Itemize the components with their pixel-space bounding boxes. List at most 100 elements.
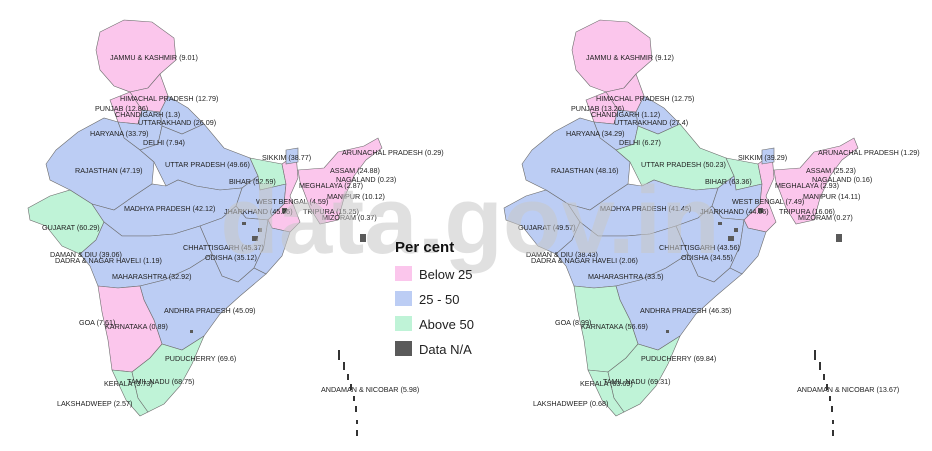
data-na-patch — [836, 234, 842, 242]
legend-label-25-50: 25 - 50 — [419, 292, 459, 307]
state-label-sk: SIKKIM (38.77) — [262, 153, 311, 162]
legend-title: Per cent — [395, 239, 454, 256]
state-label-od: ODISHA (35.12) — [205, 253, 257, 262]
andaman-island-mark — [355, 406, 357, 412]
andaman-island-mark — [819, 362, 821, 370]
state-label-wb: WEST BENGAL (4.59) — [256, 197, 328, 206]
state-label-uk: UTTARAKHAND (26.09) — [138, 118, 216, 127]
state-label-kl: KERALA (63.69) — [580, 379, 633, 388]
data-na-patch — [242, 222, 246, 225]
andaman-island-mark — [826, 384, 828, 390]
state-label-py: PUDUCHERRY (69.84) — [641, 354, 716, 363]
data-na-patch — [190, 330, 193, 333]
legend-swatch-above-50 — [395, 316, 412, 331]
state-label-mp: MADHYA PRADESH (42.12) — [124, 204, 215, 213]
state-label-ml: MEGHALAYA (2.93) — [775, 181, 839, 190]
state-label-tn: TAMIL NADU (68.75) — [127, 377, 195, 386]
data-na-patch — [252, 236, 258, 241]
state-label-dd: DAMAN & DIU (39.06) — [50, 250, 122, 259]
state-label-dn: DADRA & NAGAR HAVELI (2.06) — [531, 256, 638, 265]
andaman-island-mark — [356, 430, 358, 436]
state-label-ka: KARNATAKA (56.69) — [581, 322, 648, 331]
state-label-ga: GOA (7.61) — [79, 318, 115, 327]
state-region-ne — [773, 137, 859, 225]
state-label-gj: GUJARAT (60.29) — [42, 223, 100, 232]
state-label-jk: JAMMU & KASHMIR (9.01) — [110, 53, 198, 62]
state-label-hr: HARYANA (34.29) — [566, 129, 624, 138]
state-label-pb: PUNJAB (13.26) — [571, 104, 624, 113]
state-label-ml: MEGHALAYA (2.87) — [299, 181, 363, 190]
state-label-mn: MANIPUR (14.11) — [803, 192, 860, 201]
state-label-mz: MIZORAM (0.27) — [798, 213, 853, 222]
andaman-island-mark — [831, 406, 833, 412]
legend-label-data-na: Data N/A — [419, 342, 472, 357]
state-label-br: BIHAR (63.36) — [705, 177, 752, 186]
state-label-dl: DELHI (6.27) — [619, 138, 661, 147]
state-label-cg: CHHATTISGARH (45.37) — [183, 243, 264, 252]
andaman-island-mark — [350, 384, 352, 390]
andaman-island-mark — [832, 420, 834, 424]
state-label-ar: ARUNACHAL PRADESH (0.29) — [342, 148, 444, 157]
state-region-tn — [607, 335, 681, 413]
state-label-mh: MAHARASHTRA (32.92) — [112, 272, 191, 281]
state-region-sk — [761, 147, 775, 165]
state-label-hr: HARYANA (33.79) — [90, 129, 148, 138]
state-label-ap: ANDHRA PRADESH (45.09) — [164, 306, 255, 315]
data-na-patch — [666, 330, 669, 333]
state-label-hp: HIMACHAL PRADESH (12.75) — [596, 94, 694, 103]
legend: Per cent Below 25 25 - 50 Above 50 Data … — [395, 239, 474, 357]
legend-label-above-50: Above 50 — [419, 317, 474, 332]
state-label-nl: NAGALAND (0.16) — [812, 175, 872, 184]
state-region-ne — [297, 137, 383, 225]
andaman-island-mark — [338, 350, 340, 360]
andaman-island-mark — [343, 362, 345, 370]
state-label-up: UTTAR PRADESH (50.23) — [641, 160, 726, 169]
state-label-od: ODISHA (34.55) — [681, 253, 733, 262]
map-left: JAMMU & KASHMIR (9.01) HIMACHAL PRADESH (… — [27, 19, 444, 436]
watermark-text: data.gov.in — [220, 167, 720, 274]
state-label-jh: JHARKHAND (45.25) — [224, 207, 293, 216]
legend-swatch-data-na — [395, 341, 412, 356]
andaman-island-mark — [829, 396, 831, 401]
state-label-tn: TAMIL NADU (69.31) — [603, 377, 671, 386]
andaman-island-mark — [832, 430, 834, 436]
data-na-patch — [734, 228, 738, 232]
state-label-rj: RAJASTHAN (47.19) — [75, 166, 143, 175]
legend-swatch-25-50 — [395, 291, 412, 306]
state-region-tn — [131, 335, 205, 413]
state-label-hp: HIMACHAL PRADESH (12.79) — [120, 94, 218, 103]
state-label-tr: TRIPURA (16.06) — [779, 207, 835, 216]
state-label-mh: MAHARASHTRA (33.5) — [588, 272, 664, 281]
state-label-an: ANDAMAN & NICOBAR (13.67) — [797, 385, 899, 394]
data-na-patch — [758, 208, 763, 213]
andaman-island-mark — [347, 374, 349, 380]
state-label-dn: DADRA & NAGAR HAVELI (1.19) — [55, 256, 162, 265]
andaman-island-mark — [353, 396, 355, 401]
state-label-ar: ARUNACHAL PRADESH (1.29) — [818, 148, 920, 157]
state-label-ch: CHANDIGARH (1.12) — [591, 110, 660, 119]
state-label-pb: PUNJAB (12.86) — [95, 104, 148, 113]
legend-label-below-25: Below 25 — [419, 267, 472, 282]
state-label-dd: DAMAN & DIU (38.43) — [526, 250, 598, 259]
state-label-cg: CHHATTISGARH (43.56) — [659, 243, 740, 252]
legend-swatch-below-25 — [395, 266, 412, 281]
state-label-rj: RAJASTHAN (48.16) — [551, 166, 619, 175]
state-label-py: PUDUCHERRY (69.6) — [165, 354, 236, 363]
state-label-jh: JHARKHAND (44.06) — [700, 207, 769, 216]
state-label-gj: GUJARAT (49.57) — [518, 223, 576, 232]
andaman-island-mark — [356, 420, 358, 424]
state-label-mp: MADHYA PRADESH (41.45) — [600, 204, 691, 213]
data-na-patch — [718, 222, 722, 225]
state-label-as: ASSAM (24.88) — [330, 166, 380, 175]
state-label-mn: MANIPUR (10.12) — [327, 192, 385, 201]
state-label-tr: TRIPURA (15.25) — [303, 207, 359, 216]
state-label-as: ASSAM (25.23) — [806, 166, 856, 175]
state-label-jk: JAMMU & KASHMIR (9.12) — [586, 53, 674, 62]
andaman-island-mark — [814, 350, 816, 360]
state-label-up: UTTAR PRADESH (49.66) — [165, 160, 250, 169]
data-na-patch — [728, 236, 734, 241]
state-label-ap: ANDHRA PRADESH (46.35) — [640, 306, 731, 315]
andaman-island-mark — [823, 374, 825, 380]
state-label-ga: GOA (8.99) — [555, 318, 591, 327]
